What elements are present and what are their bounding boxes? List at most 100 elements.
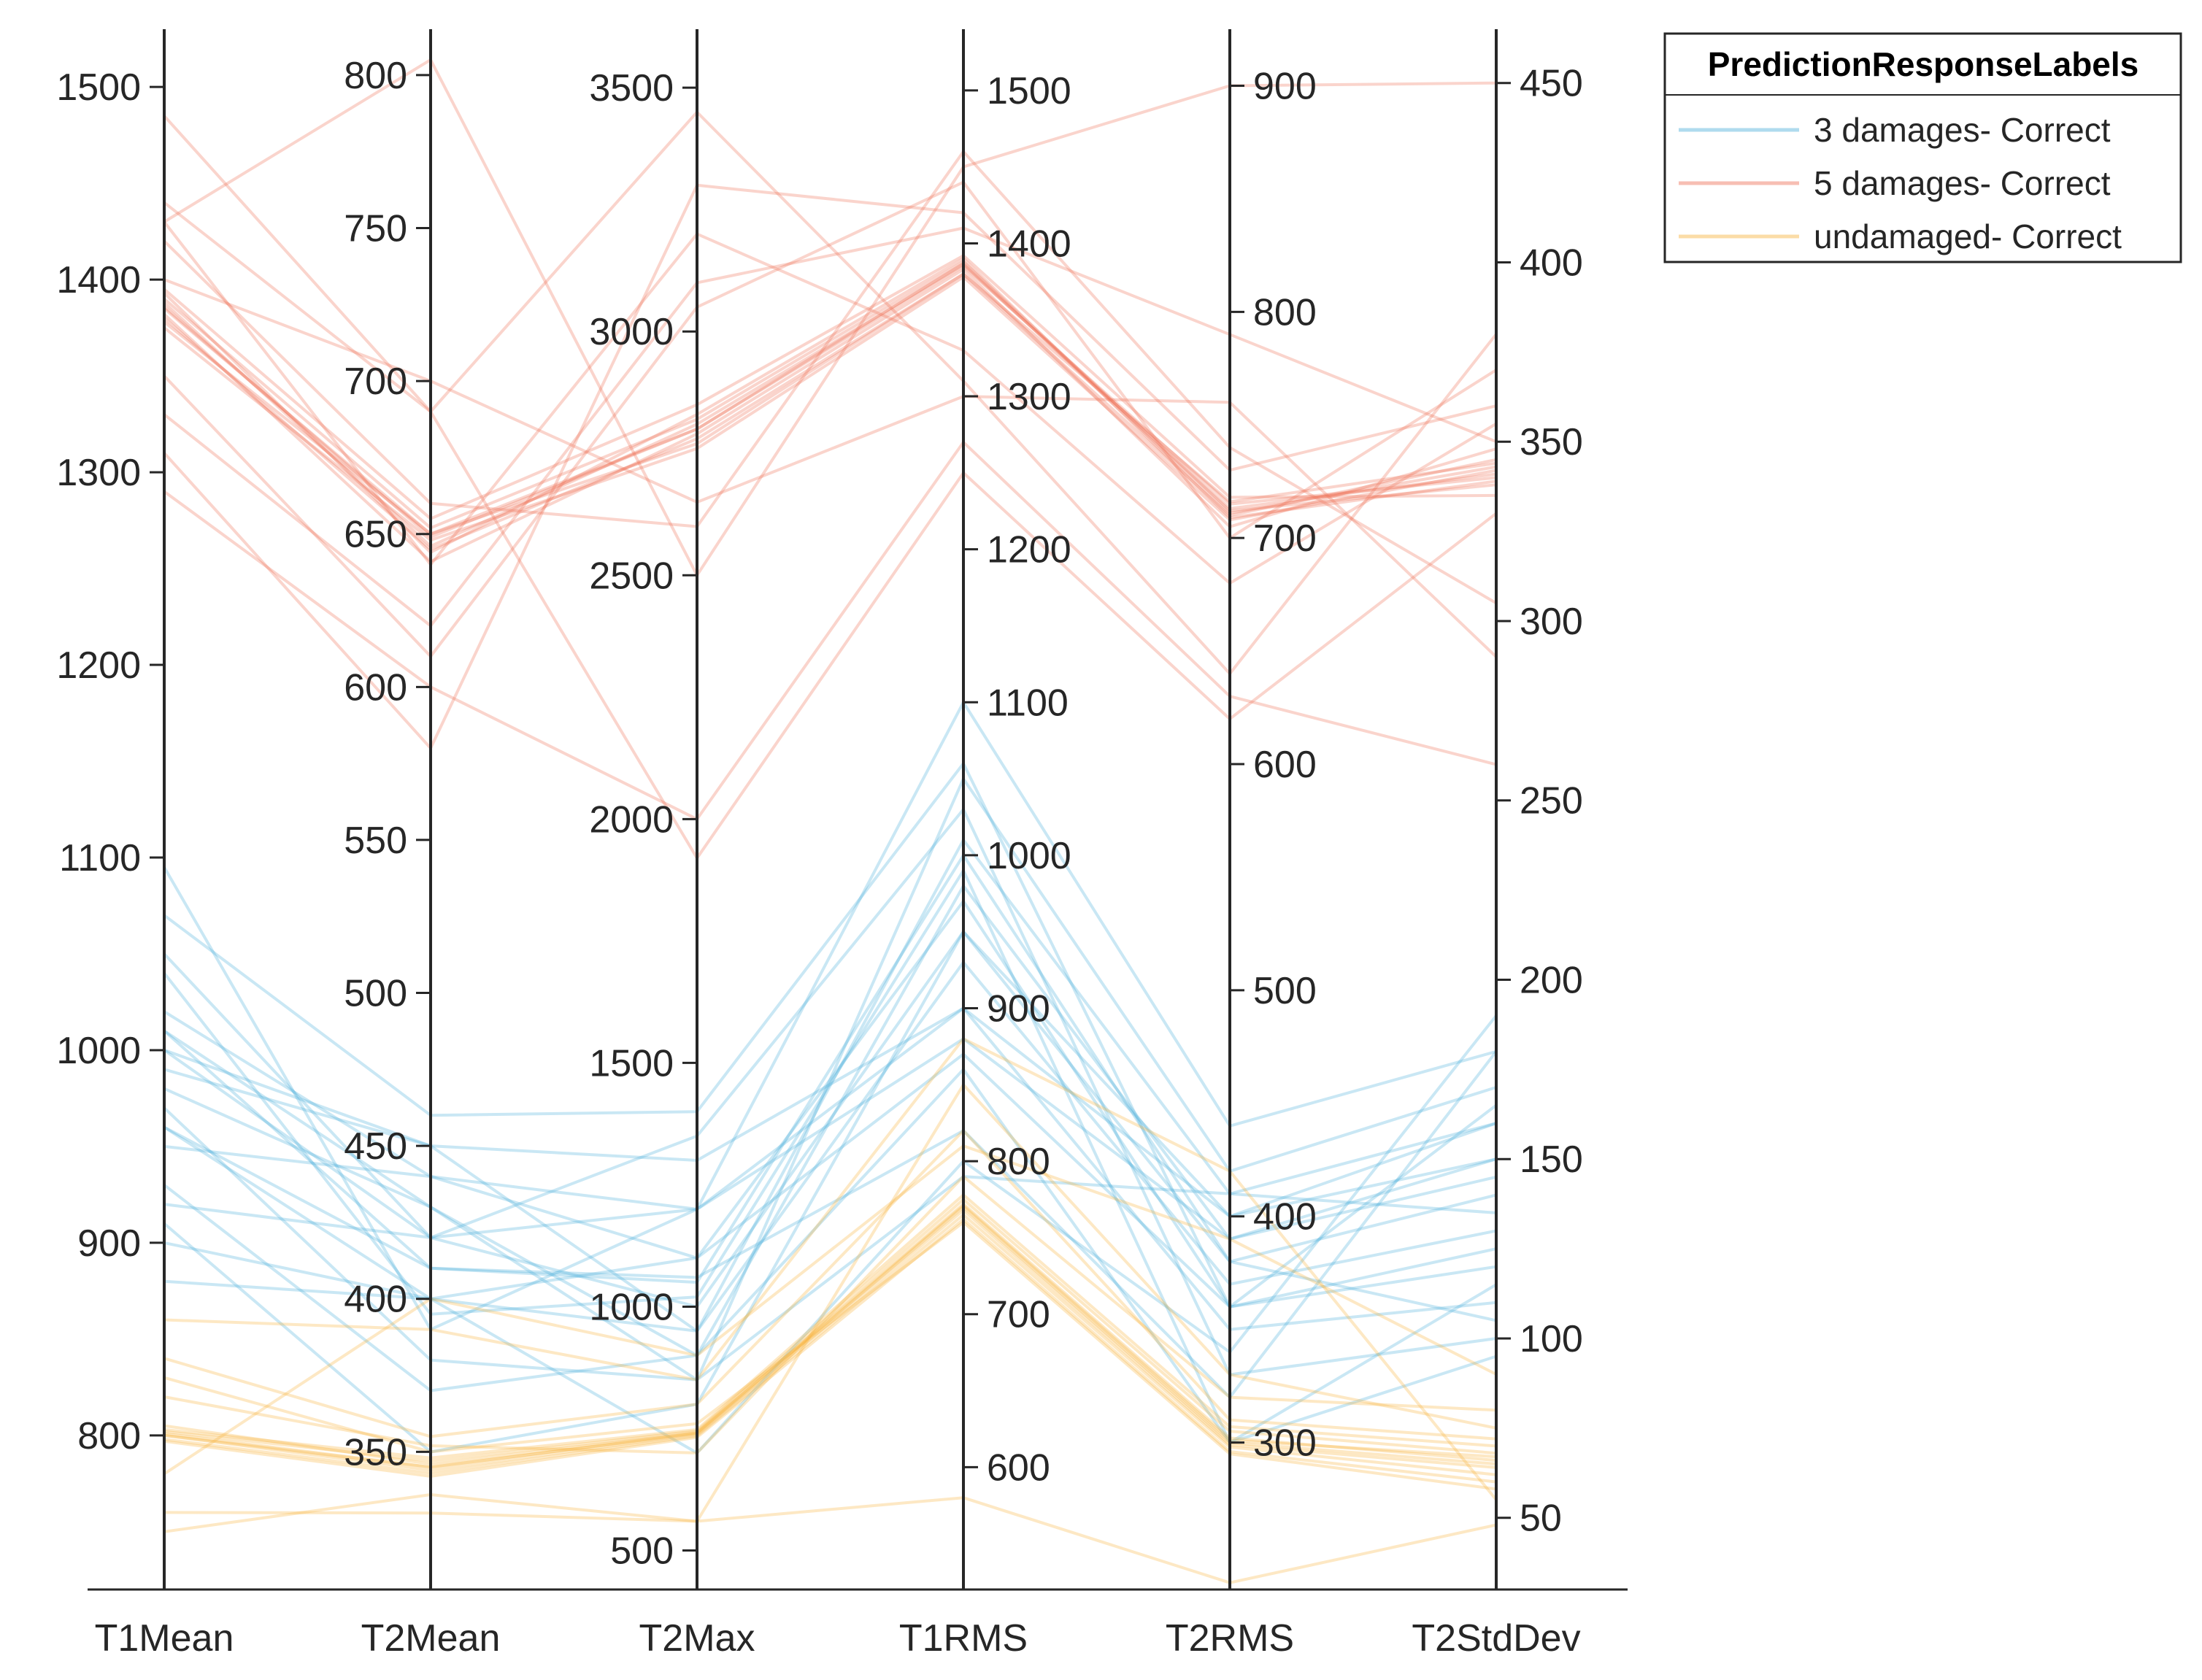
legend-box bbox=[1663, 32, 2182, 263]
tick-label: 800 bbox=[1253, 291, 1317, 334]
tick-label: 450 bbox=[344, 1125, 407, 1168]
data-line bbox=[163, 1220, 1497, 1491]
data-line bbox=[163, 275, 1497, 542]
data-line bbox=[163, 261, 1497, 539]
tick-label: 400 bbox=[1520, 242, 1583, 284]
data-line bbox=[163, 440, 1497, 821]
data-line bbox=[163, 1014, 1498, 1454]
tick-label: 1400 bbox=[987, 223, 1071, 265]
data-line bbox=[163, 278, 1498, 658]
tick-label: 500 bbox=[344, 973, 407, 1015]
data-line bbox=[163, 1217, 1497, 1484]
tick-label: 450 bbox=[1520, 63, 1583, 105]
axis-name-label: T2StdDev bbox=[1412, 1617, 1580, 1660]
data-line bbox=[163, 1144, 1497, 1476]
tick-label: 1100 bbox=[59, 837, 141, 879]
data-line bbox=[163, 1203, 1497, 1469]
tick-label: 300 bbox=[1520, 601, 1583, 643]
data-line bbox=[163, 1052, 1498, 1309]
data-line bbox=[163, 1175, 1497, 1454]
data-line bbox=[163, 1206, 1497, 1469]
series-group bbox=[163, 701, 1498, 1454]
axis-name-label: T1RMS bbox=[899, 1617, 1028, 1660]
tick-label: 3500 bbox=[589, 67, 674, 109]
tick-label: 750 bbox=[344, 207, 407, 250]
data-line bbox=[163, 701, 1497, 1331]
data-line bbox=[163, 1006, 1497, 1331]
tick-label: 600 bbox=[987, 1446, 1050, 1489]
tick-label: 1500 bbox=[987, 70, 1071, 112]
tick-label: 1000 bbox=[987, 835, 1071, 877]
data-line bbox=[163, 1213, 1497, 1476]
tick-label: 2500 bbox=[589, 555, 674, 597]
data-line bbox=[163, 1193, 1497, 1460]
tick-label: 100 bbox=[1520, 1318, 1583, 1360]
tick-label: 1000 bbox=[589, 1286, 674, 1328]
tick-label: 800 bbox=[987, 1141, 1050, 1183]
axis-T1RMS: 600 700 800 900 1000 1100 1200 1300 1400 1500 bbox=[962, 29, 1071, 1590]
data-line bbox=[163, 150, 1498, 605]
data-line bbox=[163, 1068, 1497, 1444]
axis-T2Max: 500 1000 1500 2000 2500 3000 3500 bbox=[589, 29, 698, 1590]
data-line bbox=[163, 1493, 1497, 1584]
tick-label: 650 bbox=[344, 514, 407, 556]
tick-label: 800 bbox=[344, 55, 407, 97]
tick-label: 900 bbox=[1253, 65, 1317, 107]
data-line bbox=[163, 257, 1497, 554]
data-line bbox=[163, 1006, 1497, 1218]
tick-label: 700 bbox=[987, 1294, 1050, 1336]
axes-layer: 800 900 1000 1100 1200 1300 1400 1500 350 400 450 5… bbox=[56, 29, 1583, 1590]
tick-label: 350 bbox=[344, 1431, 407, 1473]
tick-label: 1300 bbox=[56, 452, 141, 494]
data-line bbox=[163, 260, 1497, 530]
series-group bbox=[163, 1037, 1498, 1584]
axis-name-label: T1Mean bbox=[95, 1617, 234, 1660]
data-line bbox=[163, 263, 1497, 548]
data-line bbox=[163, 762, 1497, 1309]
data-line bbox=[163, 226, 1497, 628]
axis-T1Mean: 800 900 1000 1100 1200 1300 1400 1500 bbox=[56, 29, 166, 1590]
tick-label: 350 bbox=[1520, 421, 1583, 463]
data-lines-layer bbox=[163, 58, 1498, 1584]
data-line bbox=[163, 930, 1497, 1309]
tick-label: 550 bbox=[344, 820, 407, 862]
data-line bbox=[163, 1050, 1498, 1399]
axis-name-label: T2Max bbox=[639, 1617, 755, 1660]
data-line bbox=[163, 1029, 1497, 1382]
tick-label: 300 bbox=[1253, 1422, 1317, 1465]
tick-label: 1500 bbox=[56, 66, 141, 109]
tick-label: 500 bbox=[610, 1530, 674, 1573]
data-line bbox=[163, 220, 1498, 585]
tick-label: 600 bbox=[1253, 744, 1317, 786]
series-group bbox=[163, 58, 1498, 860]
data-line bbox=[163, 808, 1497, 1376]
data-line bbox=[163, 58, 1497, 577]
tick-label: 1200 bbox=[56, 644, 141, 687]
data-line bbox=[163, 853, 1497, 1284]
tick-label: 2000 bbox=[589, 798, 674, 841]
data-line bbox=[163, 264, 1497, 536]
data-line bbox=[163, 884, 1497, 1357]
tick-label: 500 bbox=[1253, 970, 1317, 1012]
tick-label: 1400 bbox=[56, 259, 141, 301]
tick-label: 50 bbox=[1520, 1498, 1562, 1540]
legend-label: 5 damages- Correct bbox=[1814, 164, 2111, 202]
data-line bbox=[163, 180, 1498, 658]
axis-T2Mean: 350 400 450 500 550 600 650 700 750 800 bbox=[344, 29, 432, 1590]
legend-title: PredictionResponseLabels bbox=[1708, 45, 2139, 83]
data-line bbox=[163, 777, 1497, 1382]
tick-label: 150 bbox=[1520, 1138, 1583, 1181]
axis-T2RMS: 300 400 500 600 700 800 900 bbox=[1228, 29, 1317, 1590]
legend-label: undamaged- Correct bbox=[1814, 217, 2122, 255]
data-line bbox=[163, 1198, 1497, 1463]
data-line bbox=[163, 899, 1497, 1309]
tick-label: 400 bbox=[344, 1279, 407, 1321]
tick-label: 1300 bbox=[987, 376, 1071, 418]
data-line bbox=[163, 110, 1498, 676]
tick-label: 700 bbox=[1253, 517, 1317, 560]
data-line bbox=[163, 1129, 1497, 1441]
tick-label: 800 bbox=[77, 1415, 141, 1457]
data-line bbox=[163, 1037, 1498, 1501]
data-line bbox=[163, 1037, 1497, 1241]
